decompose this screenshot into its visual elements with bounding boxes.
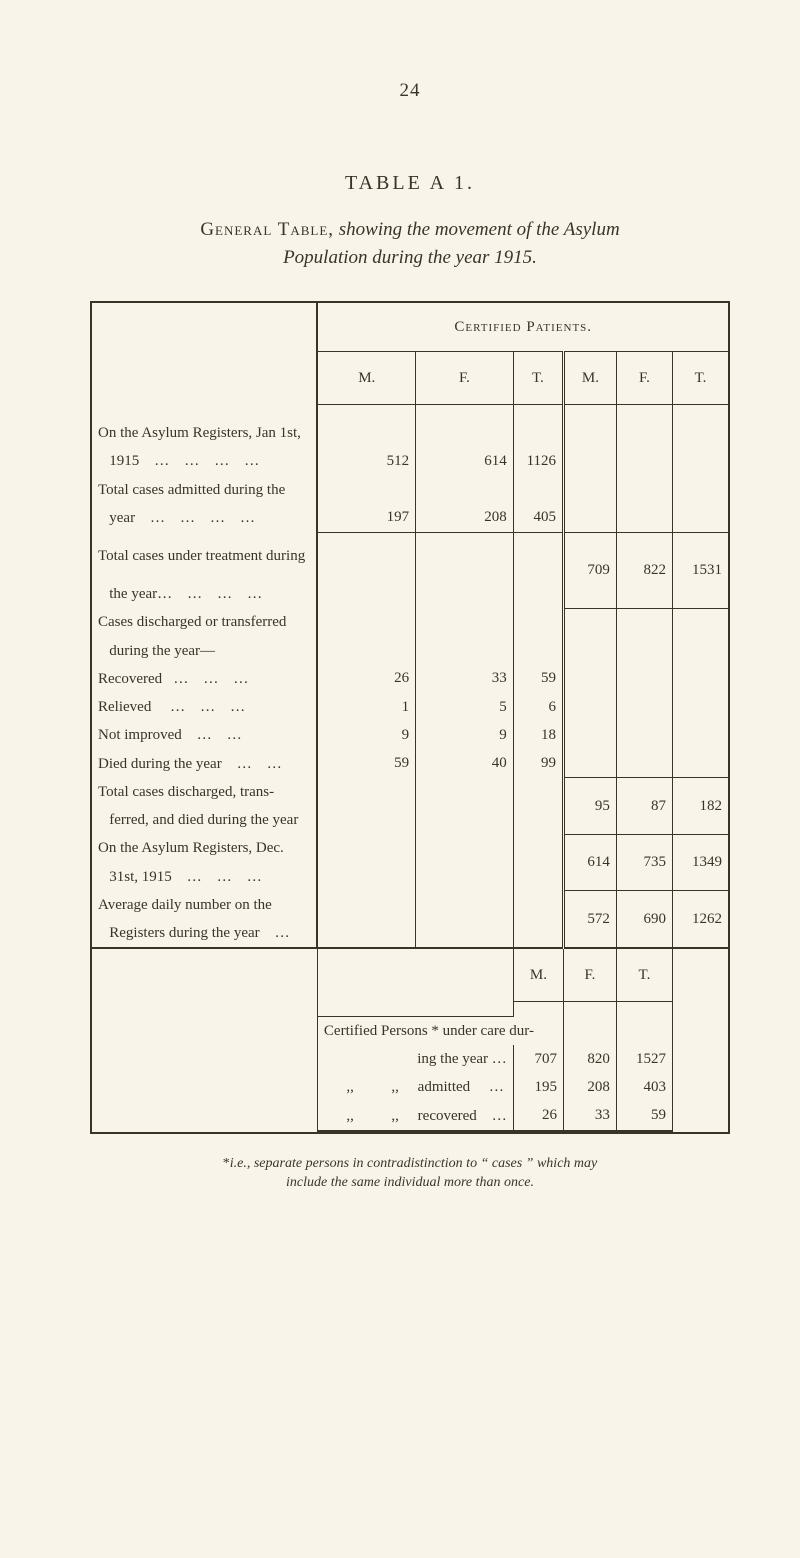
r6-label-a: On the Asylum Registers, Dec. <box>91 834 317 862</box>
r5-label-b: ferred, and died during the year <box>91 806 317 834</box>
r1-M: 512 <box>317 447 415 475</box>
footer-v2-F: 208 <box>564 1073 617 1101</box>
r3-label-b: the year… … … … <box>91 580 317 608</box>
r5-T2: 182 <box>673 778 729 835</box>
footer-label-blank <box>317 948 513 1016</box>
r7-M2: 572 <box>564 891 617 949</box>
r6-F2: 735 <box>616 834 672 891</box>
r3-F2: 822 <box>616 532 672 608</box>
r7-T2: 1262 <box>673 891 729 949</box>
row-dec31-a: On the Asylum Registers, Dec. 614 735 13… <box>91 834 729 862</box>
footer-bottom-edge <box>91 1131 729 1133</box>
r4d-F: 40 <box>416 750 514 778</box>
footer-l1b: ing the year … <box>317 1045 513 1073</box>
spacer <box>91 405 729 420</box>
footer-l1: Certified Persons * under care dur- <box>317 1016 563 1045</box>
r4d-M: 59 <box>317 750 415 778</box>
footer-v1-F: 820 <box>564 1045 617 1073</box>
r4-head-a: Cases discharged or transferred <box>91 608 317 636</box>
title-line-1: General Table, showing the movement of t… <box>90 219 730 241</box>
r3-label-a: Total cases under treatment during <box>91 532 317 580</box>
col-T-left: T. <box>513 352 563 405</box>
footer-h-T: T. <box>616 948 672 1002</box>
footer-h-M: M. <box>513 948 563 1002</box>
footer-v1-T: 1527 <box>616 1045 672 1073</box>
title-line-2: Population during the year 1915. <box>90 247 730 269</box>
r1-label-b: 1915 … … … … <box>91 447 317 475</box>
r2-F: 208 <box>416 504 514 532</box>
page-number: 24 <box>90 80 730 102</box>
col-T-right: T. <box>673 352 729 405</box>
r7-label-a: Average daily number on the <box>91 891 317 919</box>
r4b-T: 6 <box>513 693 563 721</box>
r6-M2: 614 <box>564 834 617 891</box>
r7-F2: 690 <box>616 891 672 949</box>
r6-label-b: 31st, 1915 … … … <box>91 863 317 891</box>
col-F-right: F. <box>616 352 672 405</box>
col-M-right: M. <box>564 352 617 405</box>
footer-l2a: ,, ,, admitted … <box>317 1073 513 1101</box>
header-row-1: Certified Patients. <box>91 302 729 352</box>
r4c-T: 18 <box>513 721 563 749</box>
r2-M: 197 <box>317 504 415 532</box>
r4b-M: 1 <box>317 693 415 721</box>
r1-label-a: On the Asylum Registers, Jan 1st, <box>91 419 317 447</box>
footer-v3-T: 59 <box>616 1102 672 1131</box>
footnote-star: * <box>223 1156 230 1171</box>
r6-T2: 1349 <box>673 834 729 891</box>
row-jan1st-a: On the Asylum Registers, Jan 1st, <box>91 419 729 447</box>
r4c-label: Not improved … … <box>91 721 317 749</box>
row-total-discharged-a: Total cases discharged, trans- 95 87 182 <box>91 778 729 806</box>
main-table: Certified Patients. M. F. T. M. F. T. On… <box>90 301 730 1134</box>
footer-l3a: ,, ,, recovered … <box>317 1102 513 1131</box>
r4b-label: Relieved … … … <box>91 693 317 721</box>
r5-F2: 87 <box>616 778 672 835</box>
page: 24 TABLE A 1. General Table, showing the… <box>0 0 800 1253</box>
r5-M2: 95 <box>564 778 617 835</box>
footnote-line-2: include the same individual more than on… <box>286 1175 534 1190</box>
footer-stub-blank <box>91 948 317 1131</box>
footer-v2-M: 195 <box>513 1073 563 1101</box>
r4c-M: 9 <box>317 721 415 749</box>
r4d-T: 99 <box>513 750 563 778</box>
r4b-F: 5 <box>416 693 514 721</box>
r1-T: 1126 <box>513 447 563 475</box>
title-showing: showing the movement of the Asylum <box>334 219 620 240</box>
r4a-label: Recovered … … … <box>91 665 317 693</box>
r4c-F: 9 <box>416 721 514 749</box>
r4a-T: 59 <box>513 665 563 693</box>
footnote: *i.e., separate persons in contradistinc… <box>90 1154 730 1193</box>
r4d-label: Died during the year … … <box>91 750 317 778</box>
footer-v3-M: 26 <box>513 1102 563 1131</box>
footer-v3-F: 33 <box>564 1102 617 1131</box>
footer-v2-T: 403 <box>616 1073 672 1101</box>
r3-M2: 709 <box>564 532 617 608</box>
r7-label-b: Registers during the year … <box>91 919 317 948</box>
col-M-left: M. <box>317 352 415 405</box>
r4-head-b: during the year— <box>91 637 317 665</box>
title-general-table: General Table, <box>200 219 334 240</box>
footer-header: M. F. T. <box>91 948 729 1002</box>
r4a-F: 33 <box>416 665 514 693</box>
r3-T2: 1531 <box>673 532 729 608</box>
r4a-M: 26 <box>317 665 415 693</box>
footnote-line-1: i.e., separate persons in contradistinct… <box>230 1156 597 1171</box>
col-F-left: F. <box>416 352 514 405</box>
row-discharged-head-a: Cases discharged or transferred <box>91 608 729 636</box>
footer-v1-M: 707 <box>513 1045 563 1073</box>
r2-label-b: year … … … … <box>91 504 317 532</box>
r5-label-a: Total cases discharged, trans- <box>91 778 317 806</box>
footer-right-blank <box>673 948 729 1131</box>
row-under-treatment-a: Total cases under treatment during 709 8… <box>91 532 729 580</box>
r1-F: 614 <box>416 447 514 475</box>
table-label: TABLE A 1. <box>90 172 730 195</box>
header-certified: Certified Patients. <box>317 302 729 352</box>
r2-T: 405 <box>513 504 563 532</box>
r2-label-a: Total cases admitted during the <box>91 476 317 504</box>
stub-blank <box>91 302 317 405</box>
row-avg-daily-a: Average daily number on the 572 690 1262 <box>91 891 729 919</box>
footer-h-F: F. <box>564 948 617 1002</box>
